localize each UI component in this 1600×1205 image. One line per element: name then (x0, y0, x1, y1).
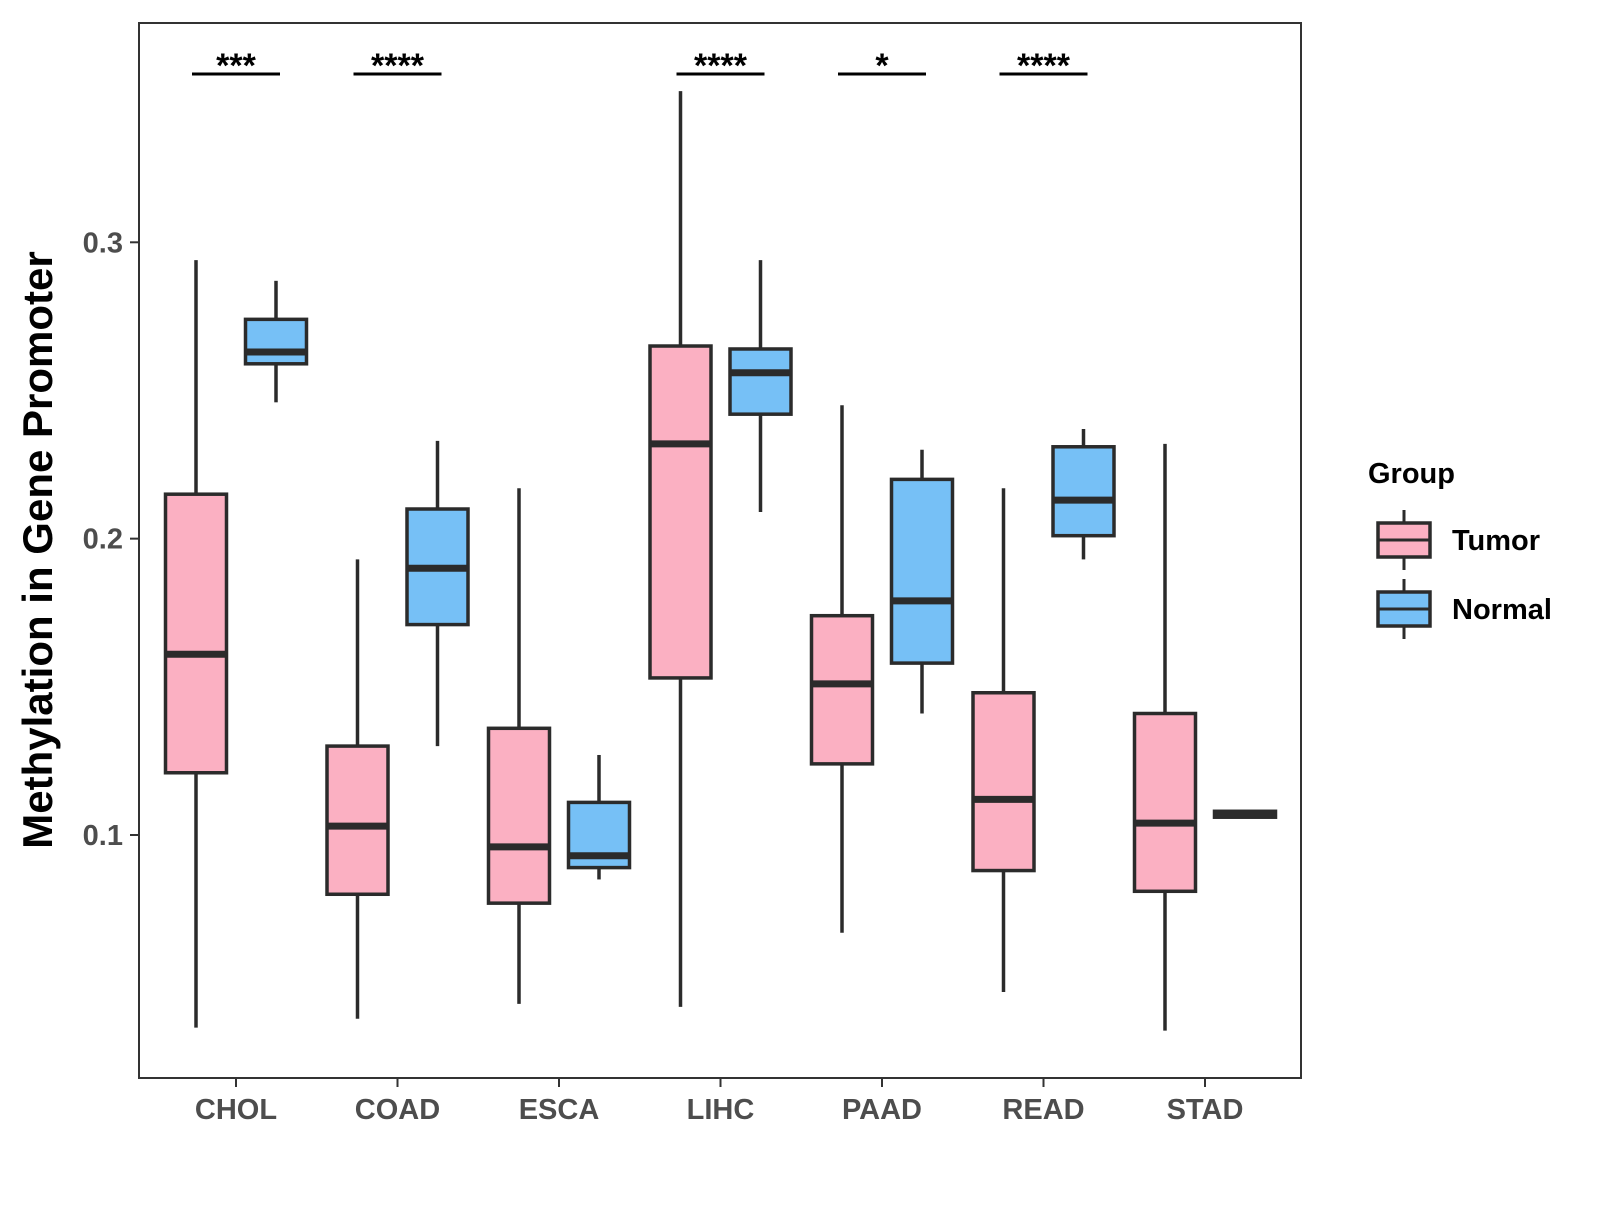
legend-title: Group (1368, 458, 1455, 490)
y-axis-label: Methylation in Gene Promoter (14, 251, 61, 848)
box-tumor-stad (1132, 443, 1198, 1031)
significance-label: **** (694, 47, 748, 85)
plot-panel (138, 22, 1302, 1079)
box-iqr (325, 744, 390, 897)
box-iqr (163, 492, 229, 775)
y-tick-label: 0.1 (83, 820, 123, 852)
x-tick-label: CHOL (195, 1094, 277, 1126)
box-tumor-paad (809, 405, 875, 933)
box-tumor-lihc (648, 91, 713, 1007)
box-iqr (648, 344, 713, 680)
x-tick-label: READ (1002, 1094, 1084, 1126)
boxes-layer (163, 91, 1278, 1031)
significance-label: *** (216, 47, 256, 85)
x-tick-label: STAD (1167, 1094, 1244, 1126)
box-normal-stad (1212, 809, 1278, 819)
legend: Group Tumor Normal (1368, 458, 1552, 639)
box-normal-coad (405, 440, 470, 747)
box-iqr (889, 477, 955, 665)
x-tick-label: COAD (355, 1094, 440, 1126)
y-tick-label: 0.2 (83, 524, 123, 556)
x-tick-label: LIHC (687, 1094, 755, 1126)
significance-paad: * (838, 47, 926, 85)
significance-lihc: **** (676, 47, 765, 85)
significance-label: **** (1017, 47, 1071, 85)
box-tumor-chol (163, 260, 229, 1028)
y-axis: 0.1 0.2 0.3 (83, 227, 139, 852)
significance-layer: *** **** **** * **** (192, 47, 1088, 85)
x-tick-label: PAAD (842, 1094, 922, 1126)
significance-chol: *** (192, 47, 280, 85)
legend-item-normal: Normal (1376, 579, 1552, 639)
box-normal-esca (566, 754, 632, 880)
box-iqr (1051, 445, 1116, 538)
box-iqr (243, 317, 309, 366)
box-iqr (809, 613, 875, 766)
box-tumor-esca (486, 488, 552, 1004)
x-axis: CHOL COAD ESCA LIHC PAAD READ STAD (195, 1078, 1243, 1126)
legend-label: Normal (1452, 594, 1552, 626)
box-iqr (971, 690, 1036, 873)
significance-coad: **** (353, 47, 442, 85)
significance-label: **** (371, 47, 425, 85)
box-iqr (728, 347, 793, 416)
significance-label: * (875, 47, 889, 85)
box-iqr (486, 726, 552, 905)
x-tick-label: ESCA (519, 1094, 600, 1126)
legend-label: Tumor (1452, 525, 1540, 557)
legend-item-tumor: Tumor (1376, 510, 1540, 570)
significance-read: **** (999, 47, 1088, 85)
box-normal-lihc (728, 260, 793, 512)
box-iqr (1132, 711, 1198, 894)
box-tumor-read (971, 488, 1036, 993)
box-normal-chol (243, 280, 309, 403)
box-normal-read (1051, 428, 1116, 560)
box-tumor-coad (325, 559, 390, 1019)
box-normal-paad (889, 449, 955, 714)
y-tick-label: 0.3 (83, 227, 123, 259)
